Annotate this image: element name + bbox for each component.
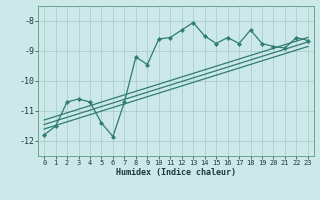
X-axis label: Humidex (Indice chaleur): Humidex (Indice chaleur) [116, 168, 236, 177]
